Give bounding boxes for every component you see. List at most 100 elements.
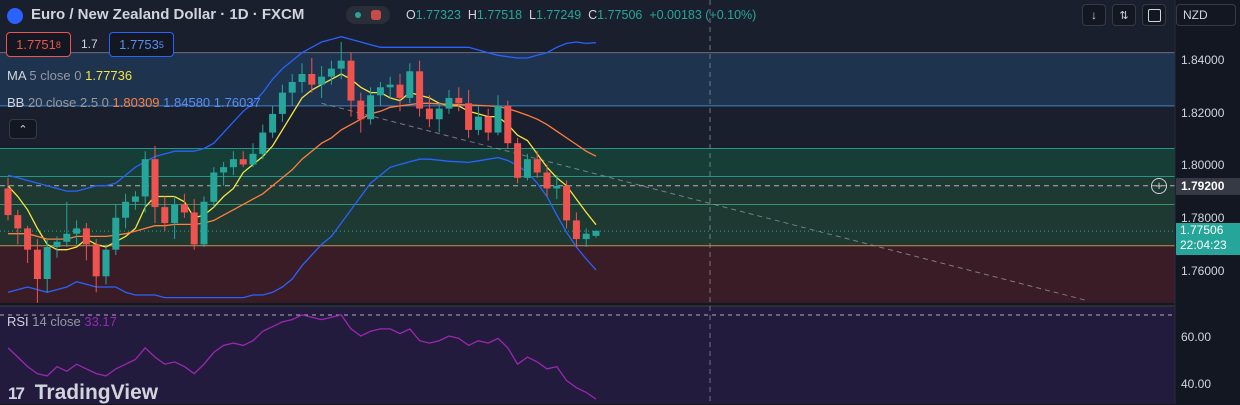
candle-body-11 [112,217,120,250]
candles-layer [4,42,600,303]
expand-button[interactable]: ⇅ [1112,4,1136,26]
candle-3 [33,239,41,303]
ma-legend[interactable]: MA 5 close 0 1.77736 [7,68,133,83]
candle-29 [288,73,296,106]
last-price-label: 1.77506 22:04:23 [1176,223,1240,255]
collapse-legend-button[interactable]: ⌃ [9,119,37,139]
bb-lower-value: 1.76037 [213,95,261,110]
candle-44 [435,103,443,133]
candle-60 [592,230,600,238]
low-value: 1.77249 [536,8,582,22]
candle-body-25 [249,153,257,165]
candle-body-22 [220,167,228,173]
candle-4 [43,239,51,293]
candle-10 [102,244,110,285]
bb-legend[interactable]: BB 20 close 2.5 0 1.80309 1.84580 1.7603… [7,95,261,110]
sell-button[interactable]: 1.7751 8 [6,32,71,57]
candle-25 [249,143,257,168]
scroll-down-button[interactable]: ↓ [1082,4,1106,26]
candle-52 [514,137,522,184]
candle-body-59 [582,233,590,240]
currency-select[interactable]: NZD [1176,4,1236,26]
candle-34 [337,42,345,80]
candle-8 [82,223,90,261]
candle-7 [73,220,81,245]
rsi-background [0,306,1175,404]
buy-button[interactable]: 1.7753 5 [109,32,174,57]
candle-body-6 [63,233,71,242]
candle-36 [357,92,365,133]
candle-body-1 [14,215,22,229]
candle-59 [582,228,590,248]
rsi-tick-60: 60.00 [1181,330,1212,344]
chevron-up-icon: ⌃ [18,123,28,136]
candle-14 [141,151,149,213]
y-tick-2: 1.82000 [1181,106,1225,120]
candle-0 [4,177,12,221]
rsi-line [7,314,597,400]
candle-19 [190,199,198,250]
fullscreen-button[interactable] [1142,4,1166,26]
candle-body-47 [465,103,473,130]
candle-24 [239,151,247,168]
candle-56 [553,175,561,200]
candle-body-20 [200,201,208,245]
zone-0 [0,52,1175,106]
candle-body-24 [239,159,247,165]
trend-line [321,102,1087,301]
candle-body-7 [73,228,81,234]
rsi-legend[interactable]: RSI 14 close 33.17 [7,314,117,329]
bb-upper-value: 1.84580 [163,95,211,110]
candle-body-27 [269,113,277,133]
status-dots[interactable] [346,6,390,24]
market-open-dot-icon [355,12,361,18]
candle-body-42 [416,71,424,109]
candle-58 [572,212,580,248]
candle-body-37 [367,95,375,120]
candle-body-23 [229,159,237,168]
price-axis [1174,0,1240,404]
candle-17 [171,196,179,240]
candle-47 [465,89,473,138]
symbol-title[interactable]: Euro / New Zealand Dollar · 1D · FXCM [31,6,305,23]
plus-circle-icon[interactable]: + [1151,178,1167,194]
candle-6 [63,201,71,248]
rsi-tick-40: 40.00 [1181,377,1212,391]
candle-50 [494,95,502,136]
candle-37 [367,87,375,125]
alert-dot-icon [371,10,381,20]
candle-body-9 [92,244,100,277]
candle-20 [200,196,208,248]
candle-18 [180,193,188,218]
candle-body-13 [131,196,139,202]
candle-32 [318,65,326,98]
ma-value: 1.77736 [85,68,133,83]
candle-body-55 [543,172,551,189]
candle-body-41 [406,71,414,98]
candle-body-19 [190,212,198,245]
high-value: 1.77518 [476,8,523,22]
candle-41 [406,63,414,104]
candle-57 [563,180,571,229]
candle-body-15 [151,159,159,208]
countdown-value: 22:04:23 [1180,238,1227,252]
candle-body-50 [494,105,502,133]
candle-body-26 [259,132,267,154]
y-tick-1: 1.84000 [1181,53,1225,67]
candle-28 [278,84,286,122]
candle-body-52 [514,143,522,178]
candle-53 [523,153,531,181]
candle-body-56 [553,185,561,189]
candle-body-5 [53,241,61,248]
candle-body-32 [318,76,326,85]
candle-body-0 [4,188,12,216]
candle-55 [543,164,551,197]
candle-body-8 [82,228,90,245]
tv-logo-icon: 17 [8,384,25,403]
candle-body-40 [396,84,404,98]
last-price-value: 1.77506 [1180,223,1224,237]
candle-39 [386,76,394,98]
zone-3 [0,245,1175,303]
candle-body-3 [33,249,41,279]
